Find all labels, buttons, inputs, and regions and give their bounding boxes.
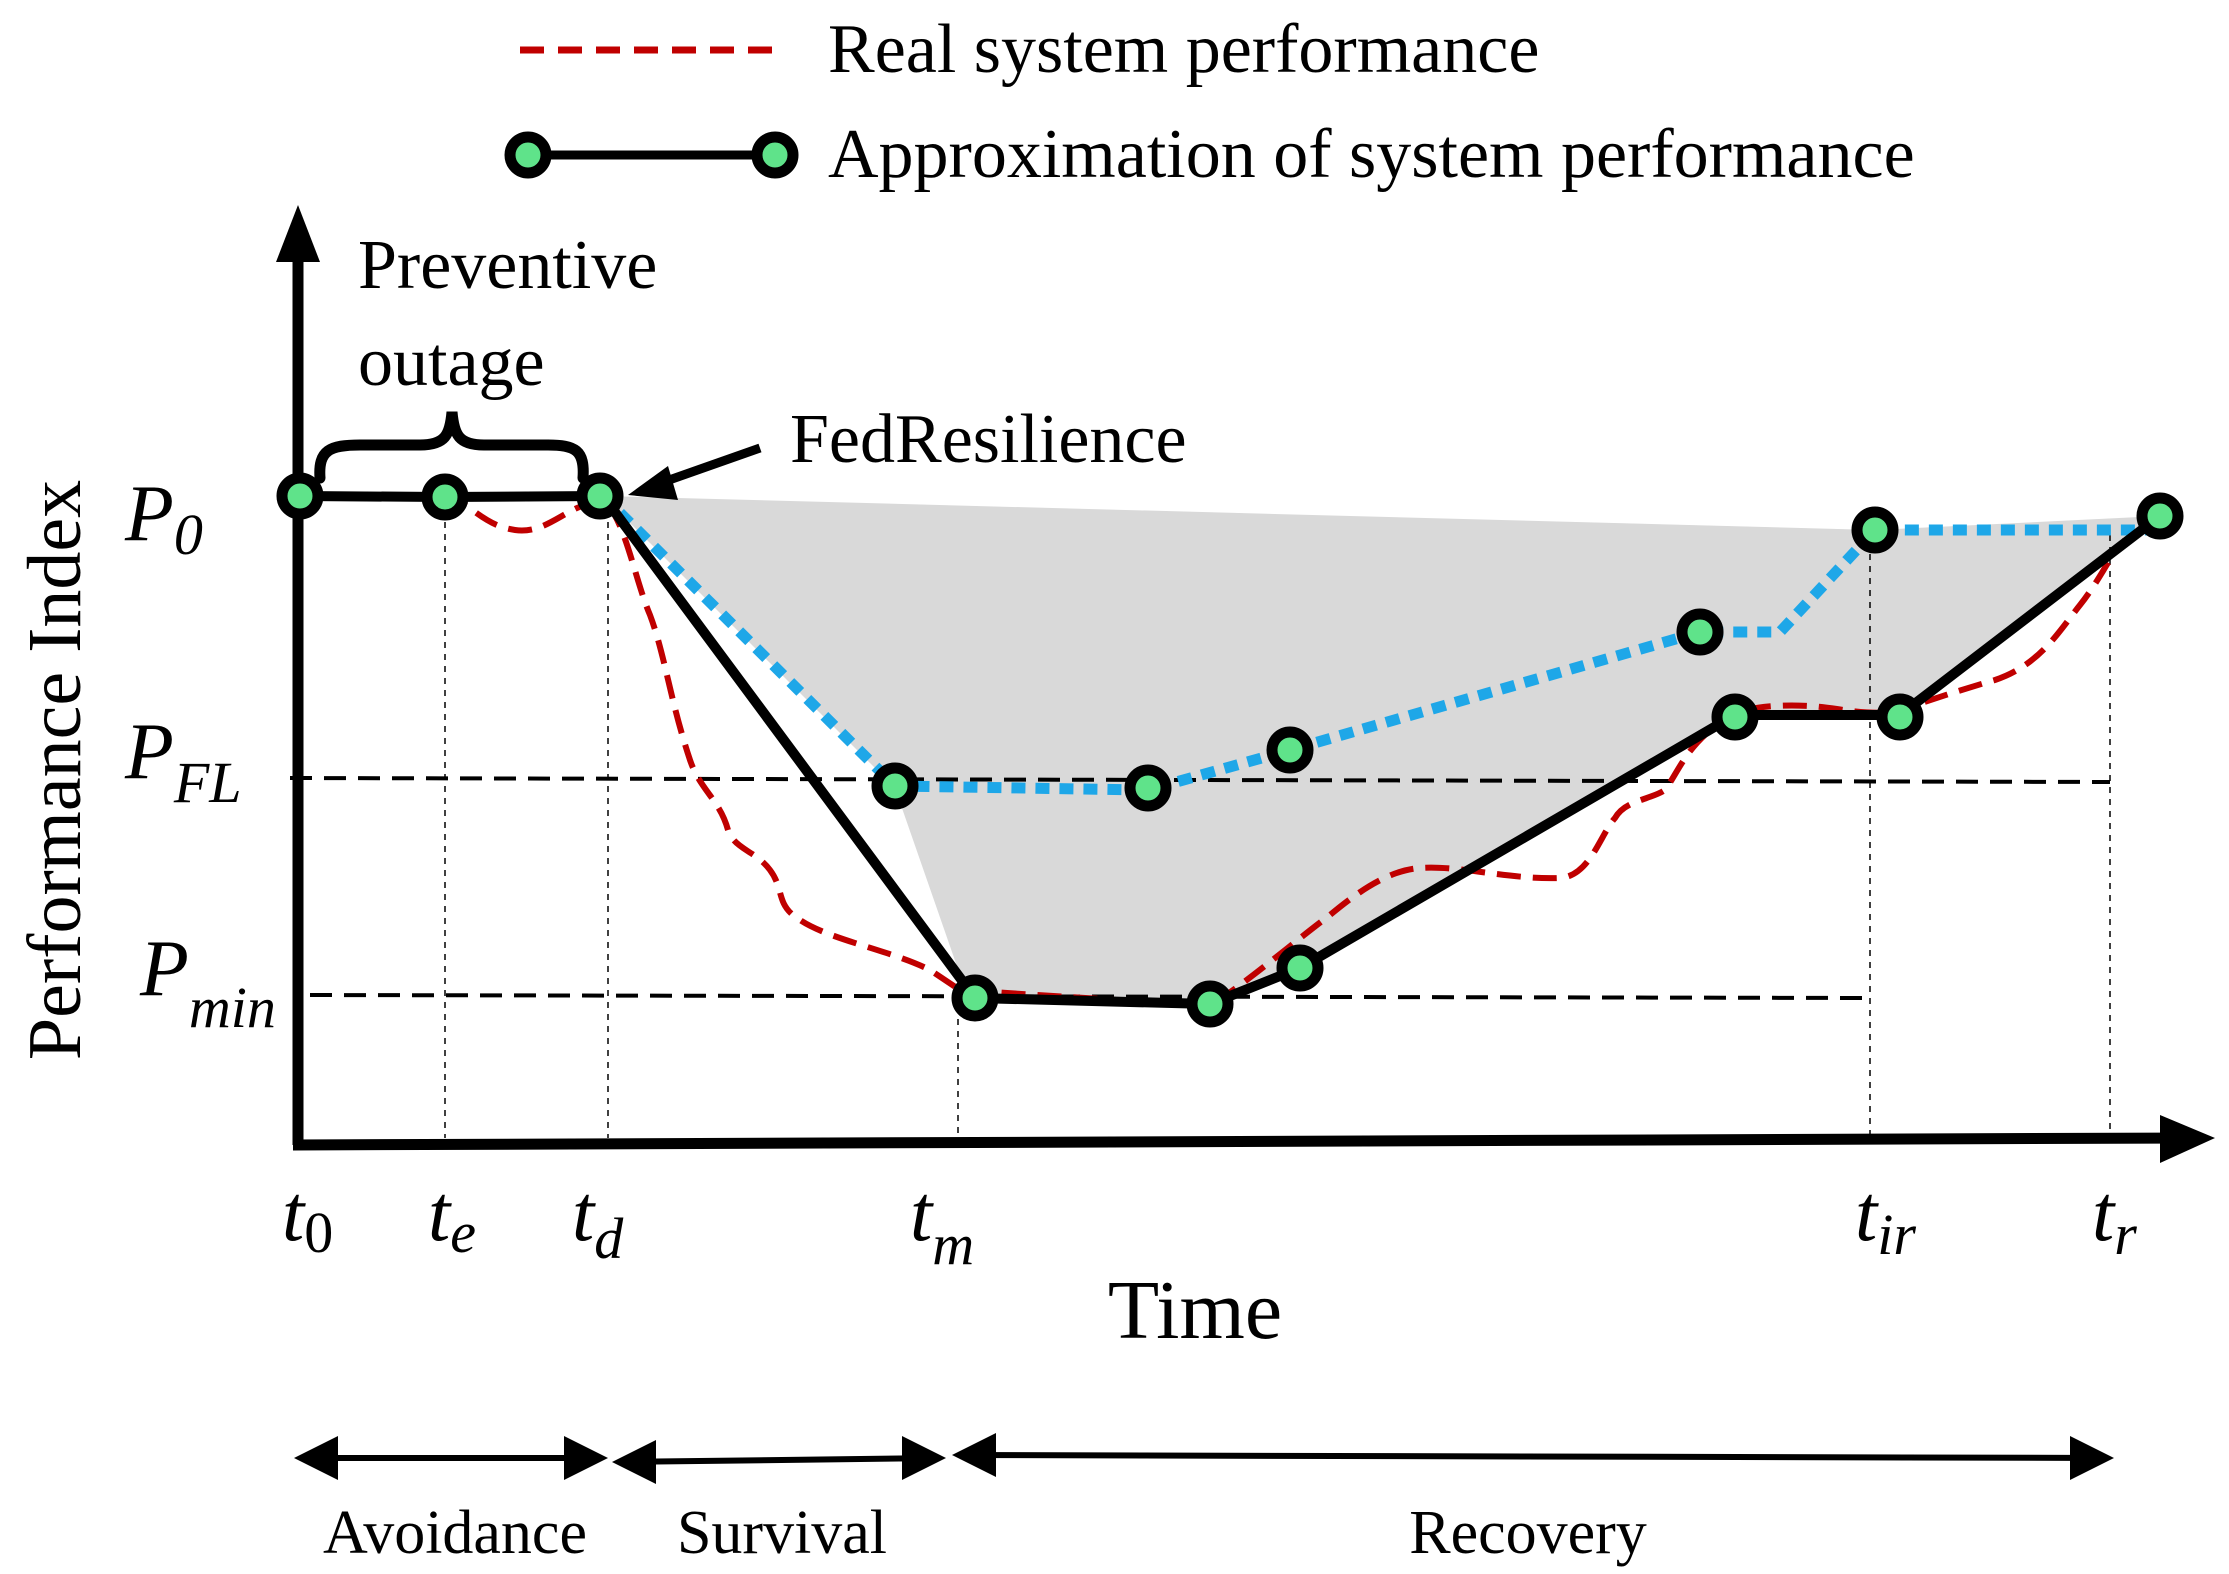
approx-marker — [576, 472, 624, 520]
approx-marker — [1876, 693, 1924, 741]
legend-approx-label: Approximation of system performance — [828, 116, 1915, 193]
fed-marker — [1676, 608, 1724, 656]
phase-survival-label: Survival — [677, 1499, 887, 1567]
legend-marker-icon — [751, 131, 799, 179]
markers — [276, 472, 2184, 1028]
approx-marker — [421, 473, 469, 521]
fedresilience-arrow-icon — [628, 466, 678, 500]
level-label-pmin: Pmin — [139, 925, 276, 1040]
survival-arrow — [617, 1455, 941, 1465]
arrowhead-right-icon — [564, 1436, 608, 1480]
phase-avoidance-label: Avoidance — [323, 1499, 587, 1567]
y-axis-title: Performance Index — [13, 480, 97, 1060]
time-guide-lines — [444, 498, 2111, 1138]
x-axis — [292, 1132, 2181, 1151]
tick-label-td: td — [572, 1170, 624, 1271]
fed-marker — [1851, 506, 1899, 554]
arrowhead-left-icon — [952, 1433, 996, 1477]
legend: Real system performance Approximation of… — [504, 11, 1915, 193]
x-axis-title: Time — [1108, 1264, 1282, 1357]
pmin-level-line — [309, 993, 1871, 1000]
approx-marker — [276, 472, 324, 520]
approx-marker — [2136, 492, 2184, 540]
approx-marker — [1276, 944, 1324, 992]
y-axis-arrow-icon — [276, 205, 320, 262]
shaded-loss-area — [603, 496, 2160, 1004]
phase-arrows — [300, 1452, 2109, 1465]
phase-recovery-label: Recovery — [1409, 1499, 1647, 1567]
arrowhead-right-icon — [2070, 1436, 2114, 1480]
tick-label-tir: tir — [1855, 1170, 1916, 1267]
approx-marker — [1186, 980, 1234, 1028]
fed-marker — [871, 762, 919, 810]
preventive-outage-brace-icon — [314, 411, 589, 484]
arrowhead-left-icon — [294, 1436, 338, 1480]
approx-marker — [951, 974, 999, 1022]
fedresilience-label: FedResilience — [790, 401, 1187, 478]
level-label-p0: P0 — [124, 470, 203, 567]
arrowhead-right-icon — [902, 1436, 946, 1480]
approx-marker — [1711, 693, 1759, 741]
fedresilience-pointer — [653, 443, 762, 490]
preventive-label-line1: Preventive — [358, 227, 657, 304]
phase-arrowheads — [294, 1433, 2114, 1484]
preventive-label-line2: outage — [358, 324, 545, 401]
tick-label-tm: tm — [910, 1170, 974, 1277]
fed-marker — [1124, 764, 1172, 812]
fed-marker — [1266, 726, 1314, 774]
tick-label-t0: t0 — [282, 1170, 333, 1265]
tick-label-tr: tr — [2092, 1170, 2137, 1267]
recovery-arrow — [957, 1452, 2109, 1461]
level-label-pfl: PFL — [124, 708, 242, 815]
arrowhead-left-icon — [612, 1440, 656, 1484]
x-axis-arrow-icon — [2160, 1115, 2215, 1163]
tick-label-te: te — [428, 1170, 476, 1265]
legend-real-label: Real system performance — [828, 11, 1539, 88]
legend-marker-icon — [504, 131, 552, 179]
pfl-level-line — [289, 776, 2111, 784]
